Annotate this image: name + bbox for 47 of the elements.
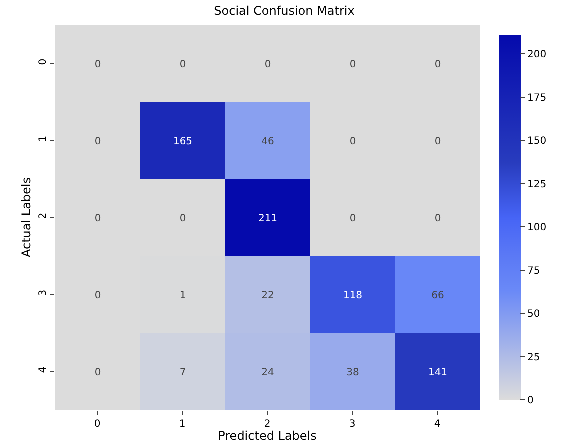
color-bar-label: 25 — [528, 352, 540, 364]
data-label: 1 — [180, 290, 186, 302]
data-label: 0 — [350, 60, 356, 70]
data-label: 165 — [173, 136, 193, 148]
x-tick-label: 0 — [94, 419, 101, 430]
data-label: 24 — [262, 368, 274, 378]
data-label: 7 — [180, 368, 186, 378]
data-label: 0 — [180, 60, 186, 70]
data-label: 0 — [94, 214, 102, 224]
color-bar-label: 50 — [528, 309, 540, 320]
data-label: 118 — [343, 290, 363, 302]
data-label: 0 — [94, 60, 102, 70]
data-label: 22 — [262, 290, 274, 302]
y-tick-label: 1 — [38, 136, 49, 142]
data-label: 0 — [94, 136, 102, 148]
color-bar-label: 125 — [528, 179, 547, 190]
data-label: 0 — [434, 60, 442, 70]
data-label: 46 — [262, 136, 274, 148]
data-label: 0 — [434, 136, 442, 148]
y-tick-label: 3 — [38, 290, 49, 296]
data-label: 38 — [346, 368, 360, 378]
data-label: 0 — [180, 214, 186, 224]
color-bar-label: 75 — [528, 266, 540, 277]
data-label: 211 — [258, 214, 278, 224]
color-bar-label: 0 — [528, 396, 534, 406]
color-bar-label: 150 — [528, 136, 547, 148]
color-bar-label: 200 — [528, 50, 547, 61]
data-label: 0 — [94, 368, 102, 378]
color-bar-label: 175 — [528, 92, 547, 104]
y-tick-label: 2 — [38, 212, 49, 220]
y-tick-label: 4 — [38, 366, 49, 374]
x-tick-label: 3 — [349, 419, 356, 430]
data-label: 141 — [428, 368, 448, 378]
y-tick-label: 0 — [38, 58, 49, 66]
data-label: 0 — [350, 214, 356, 224]
data-label: 0 — [350, 136, 356, 148]
data-label: 0 — [434, 214, 442, 224]
x-tick-label: 1 — [179, 419, 186, 430]
x-axis-title: Predicted Labels — [218, 429, 317, 443]
chart-title: Social Confusion Matrix — [214, 4, 355, 18]
color-bar-label: 100 — [528, 222, 547, 234]
data-label: 0 — [94, 290, 102, 302]
data-label: 0 — [264, 60, 272, 70]
data-label: 66 — [432, 290, 444, 302]
x-tick-label: 2 — [264, 419, 271, 430]
x-tick-label: 4 — [434, 419, 441, 430]
y-axis-title: Actual Labels — [19, 177, 34, 258]
